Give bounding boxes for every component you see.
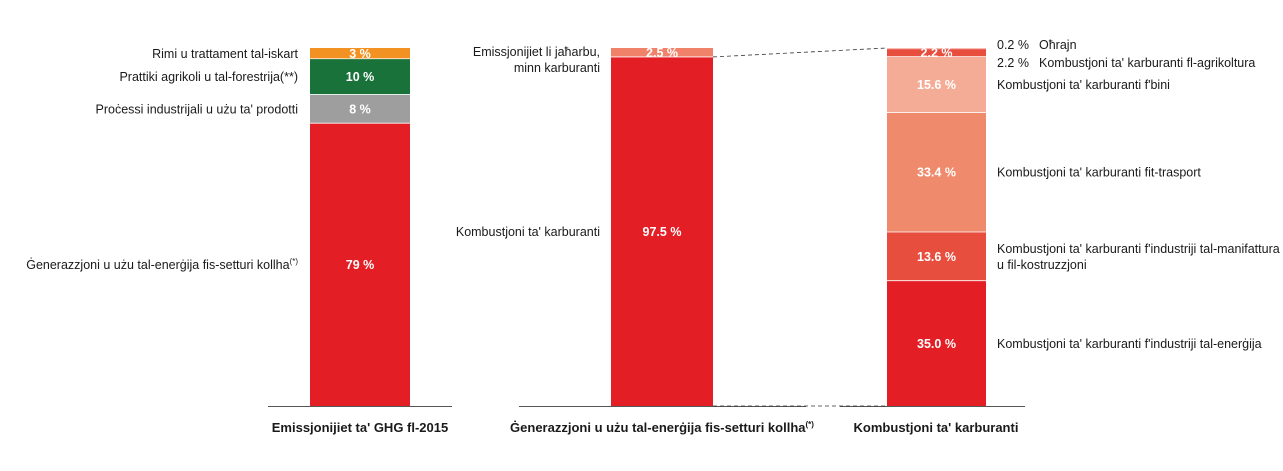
x-axis-label-1: Ġenerazzjoni u użu tal-enerġija fis-sett… <box>510 420 814 435</box>
value-label-g-enerazzjoni-u-uz-u-tal-energ-ija-fis-s: 79 % <box>346 258 375 272</box>
category-label-kombustjoni-ta-karburanti-fl-agrikoltura: Kombustjoni ta' karburanti fl-agrikoltur… <box>1039 56 1255 70</box>
category-label-prattiki-agrikoli-u-tal-forestrija: Prattiki agrikoli u tal-forestrija(**) <box>119 70 298 84</box>
bar-segment-2-kombustjoni-ta-karburanti-fit-trasport <box>887 112 986 233</box>
bar-segment-1-kombustjoni-ta-karburanti <box>611 56 713 406</box>
category-label-g-enerazzjoni-u-uz-u-tal-energ-ija-fis-s: Ġenerazzjoni u użu tal-enerġija fis-sett… <box>26 257 298 272</box>
bar-segment-2-kombustjoni-ta-karburanti-f-bini <box>887 56 986 113</box>
bar-segment-0-proc-essi-industrijali-u-uz-u-ta-prodott <box>310 94 410 124</box>
bar-segment-0-prattiki-agrikoli-u-tal-forestrija <box>310 58 410 95</box>
bar-segment-2-kombustjoni-ta-karburanti-f-industriji-t <box>887 232 986 281</box>
value-label-prattiki-agrikoli-u-tal-forestrija: 10 % <box>346 70 375 84</box>
labels-layer: 79 % 8 % 10 % 3 % 97.5 % 2.5 % 35.0 % 13.6 % 33.… <box>26 38 1280 435</box>
value-label-kombustjoni-ta-karburanti-f-bini: 15.6 % <box>917 78 956 92</box>
value-label-emissjonijiet-li-ja-arbu-minn-karburanti: 2.5 % <box>646 46 678 60</box>
value-label-proc-essi-industrijali-u-uz-u-ta-prodott: 8 % <box>349 102 371 116</box>
value-label-rimi-u-trattament-tal-iskart: 3 % <box>349 47 371 61</box>
category-label-emissjonijiet-li-ja-arbu-minn-karburanti: minn karburanti <box>514 61 600 75</box>
category-label-o-rajn: Oħrajn <box>1039 38 1077 52</box>
x-axis-label-0: Emissjonijiet ta' GHG fl-2015 <box>272 420 448 435</box>
x-axis-label-2: Kombustjoni ta' karburanti <box>854 420 1019 435</box>
category-label-kombustjoni-ta-karburanti-f-industriji-t: Kombustjoni ta' karburanti f'industriji … <box>997 242 1280 256</box>
category-label-emissjonijiet-li-ja-arbu-minn-karburanti: Emissjonijiet li jaħarbu, <box>473 45 600 59</box>
category-label-kombustjoni-ta-karburanti-f-bini: Kombustjoni ta' karburanti f'bini <box>997 78 1170 92</box>
value-label-kombustjoni-ta-karburanti: 97.5 % <box>643 225 682 239</box>
value-label-o-rajn: 0.2 % <box>997 38 1029 52</box>
value-label-kombustjoni-ta-karburanti-fit-trasport: 33.4 % <box>917 166 956 180</box>
category-label-kombustjoni-ta-karburanti: Kombustjoni ta' karburanti <box>456 225 600 239</box>
value-label-kombustjoni-ta-karburanti-fl-agrikoltura: 2.2 % <box>921 46 953 60</box>
connector-top <box>712 47 888 58</box>
category-label-kombustjoni-ta-karburanti-f-industriji-t: Kombustjoni ta' karburanti f'industriji … <box>997 337 1262 351</box>
bar-segment-0-rimi-u-trattament-tal-iskart <box>310 48 410 59</box>
bar-segment-2-kombustjoni-ta-karburanti-f-industriji-t <box>887 280 986 406</box>
value-label-kombustjoni-ta-karburanti-fl-agrikoltura: 2.2 % <box>997 56 1029 70</box>
value-label-kombustjoni-ta-karburanti-f-industriji-t: 13.6 % <box>917 250 956 264</box>
category-label-kombustjoni-ta-karburanti-fit-trasport: Kombustjoni ta' karburanti fit-trasport <box>997 166 1201 180</box>
value-label-kombustjoni-ta-karburanti-f-industriji-t: 35.0 % <box>917 337 956 351</box>
category-label-proc-essi-industrijali-u-uz-u-ta-prodott: Proċessi industrijali u użu ta' prodotti <box>96 102 298 116</box>
bar-segment-1-emissjonijiet-li-ja-arbu-minn-karburanti <box>611 48 713 57</box>
bar-segment-0-g-enerazzjoni-u-uz-u-tal-energ-ija-fis-s <box>310 123 410 407</box>
category-label-rimi-u-trattament-tal-iskart: Rimi u trattament tal-iskart <box>152 47 298 61</box>
bar-segment-2-kombustjoni-ta-karburanti-fl-agrikoltura <box>887 48 986 57</box>
bars-layer <box>268 47 1025 407</box>
category-label-kombustjoni-ta-karburanti-f-industriji-t: u fil-kostruzzjoni <box>997 258 1087 272</box>
